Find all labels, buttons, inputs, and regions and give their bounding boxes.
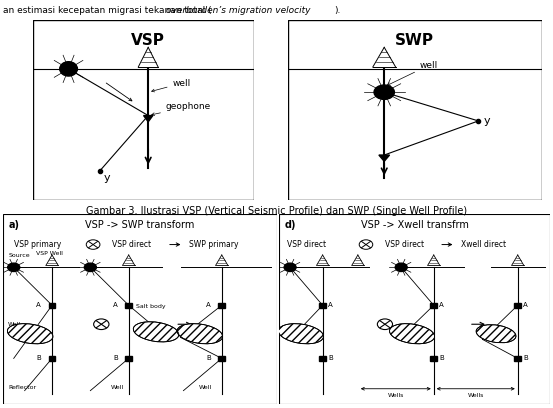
Text: well: well	[152, 79, 191, 92]
Circle shape	[8, 263, 20, 271]
Text: Gambar 3. Ilustrasi VSP (Vertical Seismic Profile) dan SWP (Single Well Profile): Gambar 3. Ilustrasi VSP (Vertical Seismi…	[86, 206, 467, 216]
Text: a): a)	[8, 220, 19, 230]
Text: VSP -> Xwell transfrm: VSP -> Xwell transfrm	[361, 220, 469, 230]
Text: VSP -> SWP transform: VSP -> SWP transform	[85, 220, 194, 230]
Text: Xwell direct: Xwell direct	[461, 240, 506, 249]
Text: Well: Well	[8, 322, 22, 327]
Polygon shape	[144, 115, 153, 122]
Text: VSP Well: VSP Well	[36, 251, 62, 256]
Circle shape	[284, 263, 296, 271]
Bar	[514, 356, 521, 361]
Text: Wells: Wells	[467, 392, 484, 397]
Text: B: B	[206, 355, 211, 361]
Text: ).: ).	[335, 6, 341, 15]
Text: y: y	[483, 116, 490, 126]
Text: A: A	[523, 302, 528, 308]
Text: B: B	[328, 355, 333, 361]
Text: y: y	[104, 173, 111, 183]
Text: well: well	[388, 61, 438, 85]
Text: VSP primary: VSP primary	[14, 240, 61, 249]
Text: d): d)	[285, 220, 296, 230]
Bar	[514, 303, 521, 308]
Text: geophone: geophone	[152, 102, 211, 115]
Bar	[320, 356, 326, 361]
Circle shape	[374, 85, 394, 100]
Bar	[49, 356, 55, 361]
Bar	[218, 356, 225, 361]
Text: Well: Well	[111, 385, 124, 390]
Bar	[320, 303, 326, 308]
Text: A: A	[439, 302, 444, 308]
Text: Source: Source	[8, 253, 30, 258]
Text: SWP: SWP	[395, 33, 434, 48]
Text: A: A	[113, 302, 118, 308]
Circle shape	[85, 263, 96, 271]
Text: Wells: Wells	[388, 392, 404, 397]
Text: Well: Well	[199, 385, 212, 390]
Circle shape	[60, 62, 77, 76]
Text: Salt body: Salt body	[136, 304, 165, 309]
Polygon shape	[379, 155, 389, 161]
Text: overburden’s migration velocity: overburden’s migration velocity	[166, 6, 310, 15]
Bar	[126, 303, 132, 308]
Text: SWP primary: SWP primary	[189, 240, 238, 249]
Text: B: B	[36, 355, 41, 361]
Bar	[430, 356, 437, 361]
Bar	[218, 303, 225, 308]
Ellipse shape	[389, 324, 435, 344]
Bar	[430, 303, 437, 308]
Ellipse shape	[133, 322, 179, 342]
Text: Reflector: Reflector	[8, 385, 36, 390]
Text: VSP direct: VSP direct	[112, 240, 152, 249]
Text: A: A	[36, 302, 41, 308]
Text: A: A	[206, 302, 211, 308]
Text: VSP direct: VSP direct	[288, 240, 326, 249]
Bar	[126, 356, 132, 361]
Text: VSP direct: VSP direct	[385, 240, 424, 249]
Circle shape	[395, 263, 407, 271]
Text: B: B	[523, 355, 528, 361]
Ellipse shape	[7, 324, 53, 344]
Text: B: B	[439, 355, 444, 361]
Ellipse shape	[476, 325, 516, 343]
Bar	[49, 303, 55, 308]
Text: VSP: VSP	[131, 33, 165, 48]
Text: B: B	[113, 355, 118, 361]
Ellipse shape	[177, 324, 223, 344]
Ellipse shape	[278, 324, 324, 344]
Text: A: A	[328, 302, 333, 308]
Text: an estimasi kecepatan migrasi tekanan total (: an estimasi kecepatan migrasi tekanan to…	[3, 6, 211, 15]
